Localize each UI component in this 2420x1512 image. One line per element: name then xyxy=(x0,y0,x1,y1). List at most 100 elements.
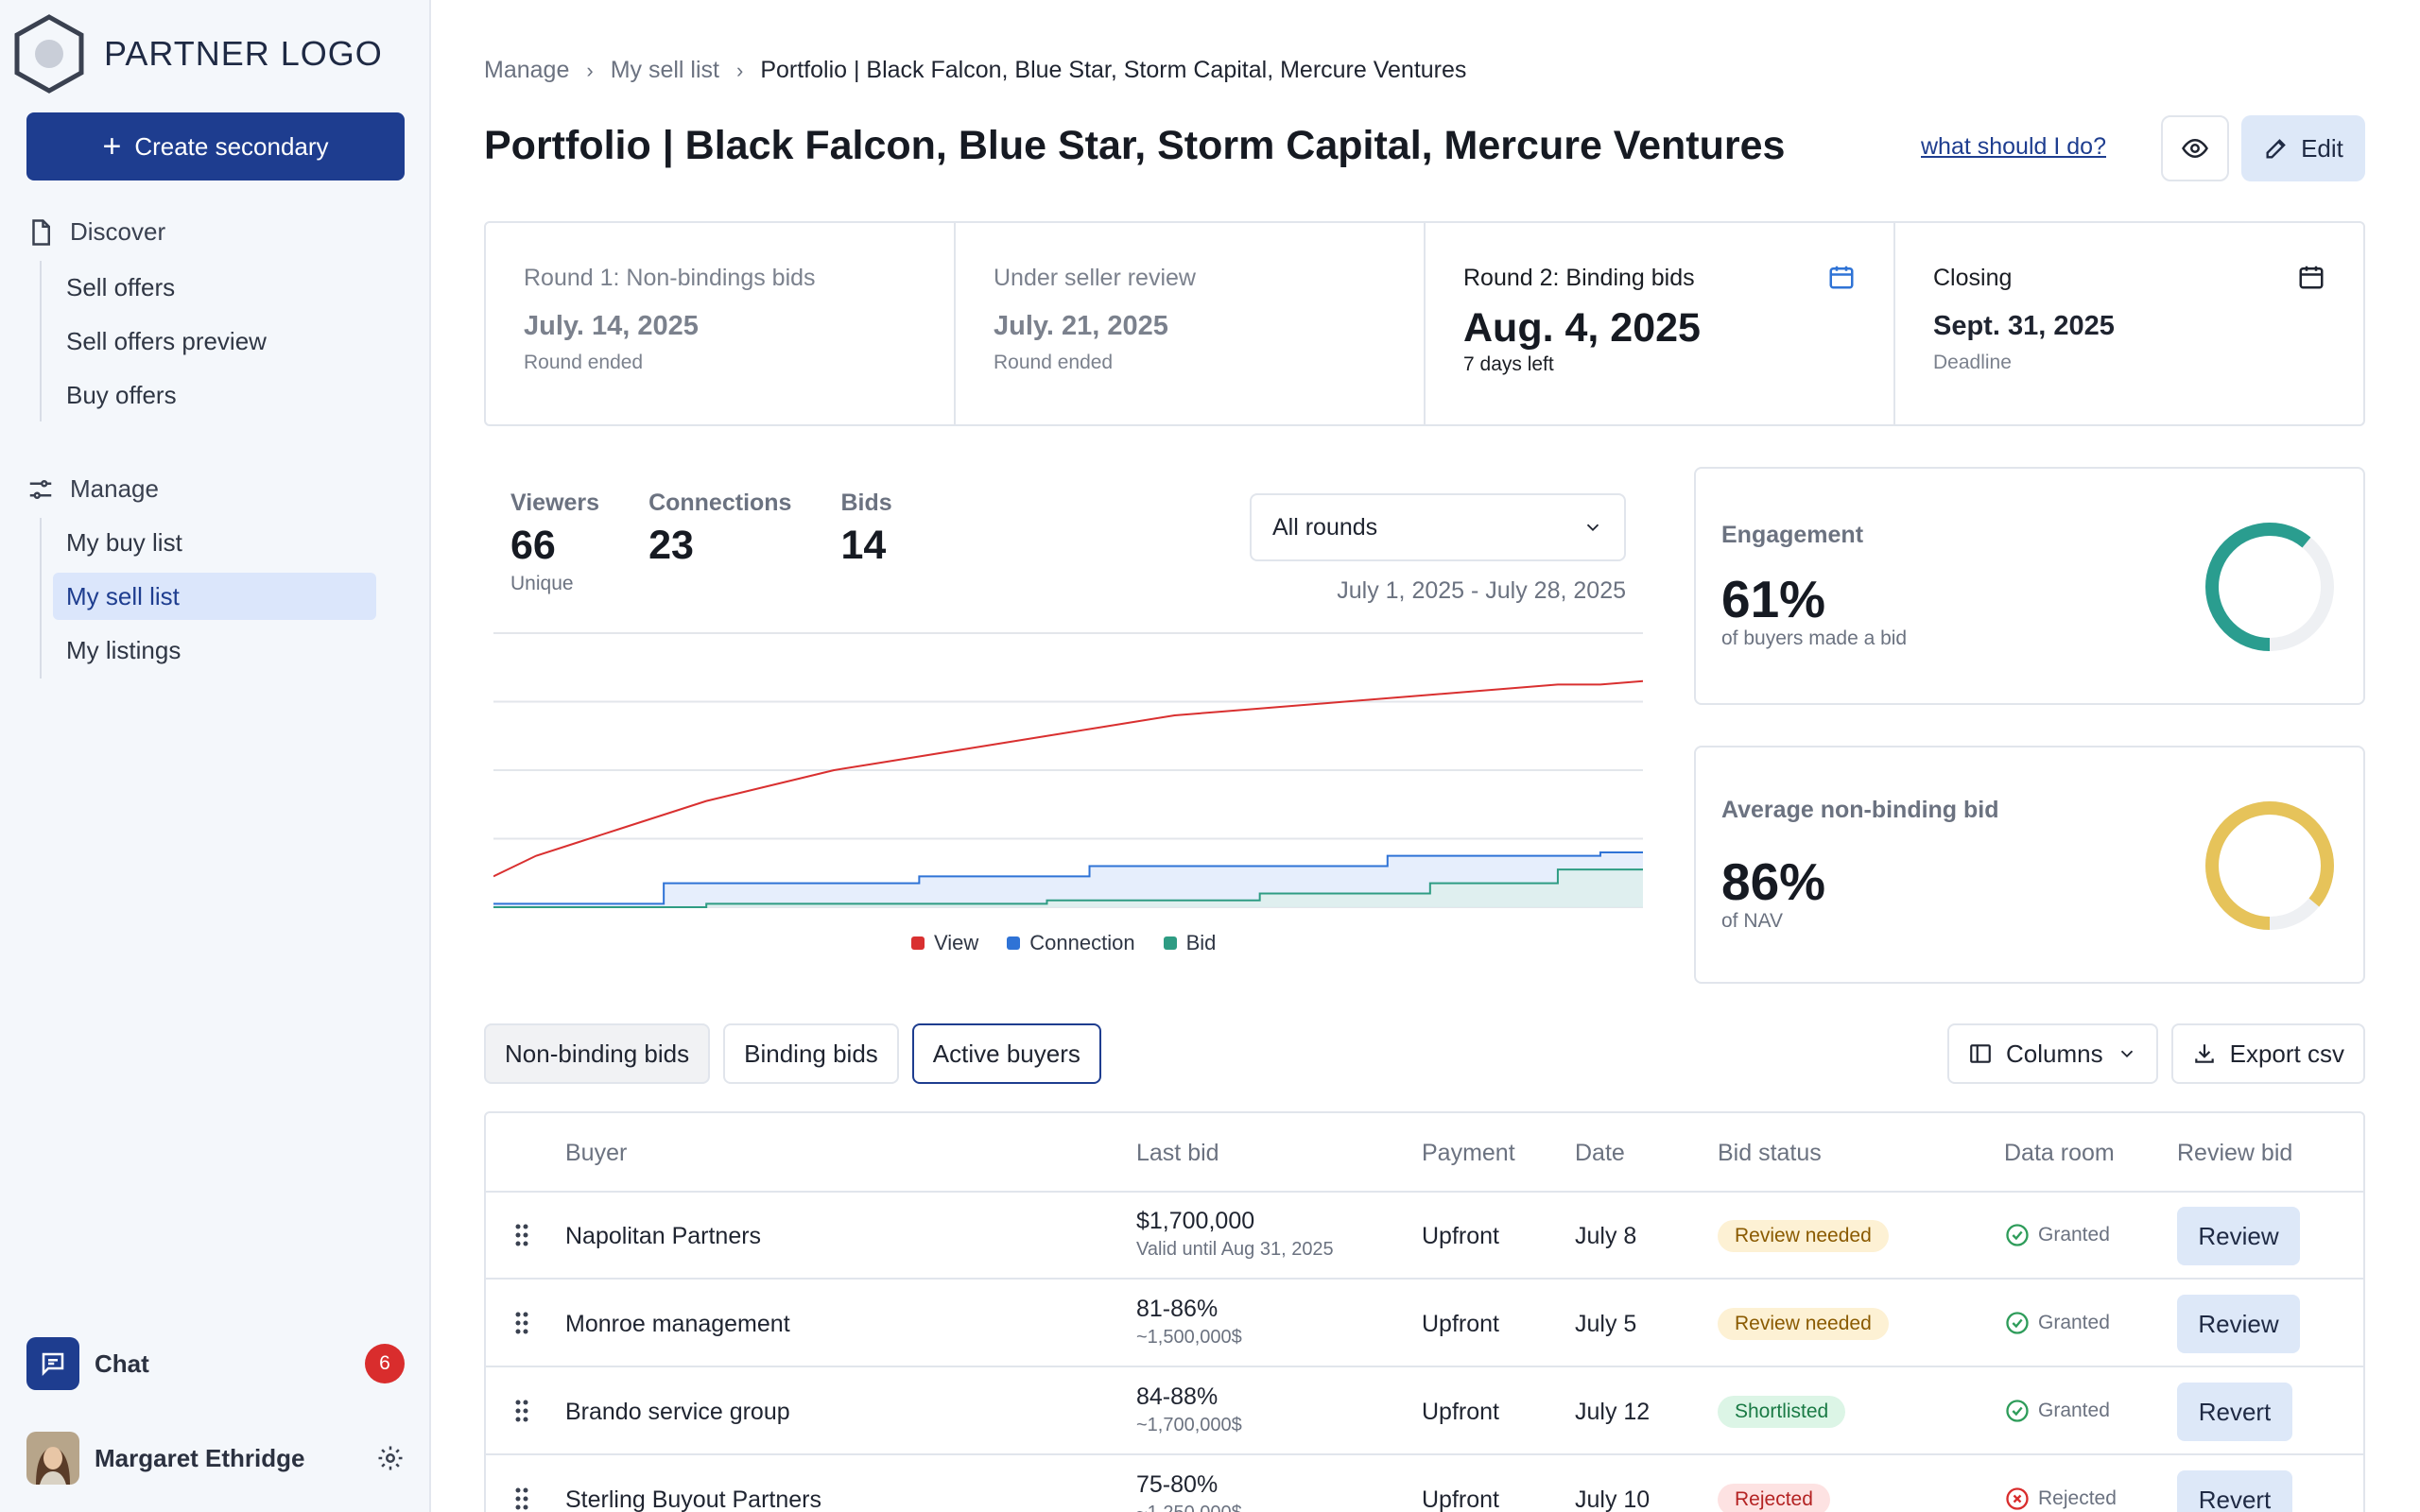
review-button[interactable]: Review xyxy=(2177,1207,2300,1265)
revert-button[interactable]: Revert xyxy=(2177,1470,2292,1512)
data-room-access: Granted xyxy=(2004,1310,2110,1336)
nav-section-label: Manage xyxy=(70,474,159,503)
check-circle-icon xyxy=(2006,1400,2029,1422)
review-button[interactable]: Review xyxy=(2177,1295,2300,1353)
plus-icon: + xyxy=(102,129,122,164)
activity-stats: Viewers 66 Unique Connections 23 Bids 14 xyxy=(510,490,942,595)
column-header-payment[interactable]: Payment xyxy=(1422,1140,1515,1166)
stage-title: Round 2: Binding bids xyxy=(1463,265,1695,291)
status-badge: Review needed xyxy=(1718,1308,1889,1340)
buyer-name[interactable]: Monroe management xyxy=(565,1311,790,1337)
logo-text: PARTNER LOGO xyxy=(104,34,383,73)
sidebar-item-label: Sell offers xyxy=(66,272,176,301)
calendar-icon[interactable] xyxy=(1827,263,1856,291)
round-select[interactable]: All rounds xyxy=(1250,493,1626,561)
sidebar-item-my-listings[interactable]: My listings xyxy=(53,627,376,674)
partner-logo[interactable]: PARTNER LOGO xyxy=(11,11,383,96)
access-label: Granted xyxy=(2038,1400,2110,1421)
chevron-right-icon: › xyxy=(735,58,744,82)
column-header-review-bid[interactable]: Review bid xyxy=(2177,1140,2293,1166)
table-row[interactable]: Monroe management 81-86% ~1,500,000$ Upf… xyxy=(486,1280,2363,1367)
stage-date: Aug. 4, 2025 xyxy=(1463,305,1701,351)
calendar-icon[interactable] xyxy=(2297,263,2325,291)
gear-icon[interactable] xyxy=(376,1444,405,1472)
breadcrumb-item-manage[interactable]: Manage xyxy=(484,57,570,83)
bid-detail: ~1,250,000$ xyxy=(1136,1503,1242,1512)
buyer-name[interactable]: Napolitan Partners xyxy=(565,1223,762,1249)
nav-section-label: Discover xyxy=(70,217,166,246)
last-bid: 84-88% ~1,700,000$ xyxy=(1136,1383,1242,1436)
create-secondary-button[interactable]: + Create secondary xyxy=(26,112,405,180)
drag-handle-icon[interactable] xyxy=(514,1399,529,1423)
edit-button[interactable]: Edit xyxy=(2241,115,2365,181)
bid-date: July 5 xyxy=(1575,1311,1637,1337)
bid-tabs: Non-binding bids Binding bids Active buy… xyxy=(484,1023,1115,1084)
sidebar-item-label: My buy list xyxy=(66,527,182,557)
legend-label: View xyxy=(934,931,979,954)
buyers-table: Buyer Last bid Payment Date Bid status D… xyxy=(484,1111,2365,1512)
drag-handle-icon[interactable] xyxy=(514,1486,529,1511)
stat-label: Bids xyxy=(840,490,892,516)
revert-button[interactable]: Revert xyxy=(2177,1383,2292,1441)
preview-button[interactable] xyxy=(2161,115,2229,181)
column-header-buyer[interactable]: Buyer xyxy=(565,1140,628,1166)
user-profile[interactable]: Margaret Ethridge xyxy=(26,1430,405,1486)
bid-amount: 75-80% xyxy=(1136,1471,1219,1498)
sidebar-item-my-sell-list[interactable]: My sell list xyxy=(53,573,376,620)
stat-value: 66 xyxy=(510,523,556,568)
data-room-access: Rejected xyxy=(2004,1486,2117,1512)
column-header-bid-status[interactable]: Bid status xyxy=(1718,1140,1822,1166)
nav-section-discover[interactable]: Discover xyxy=(26,217,165,247)
stat-value: 23 xyxy=(648,523,694,568)
stat-value: 14 xyxy=(840,523,887,568)
timeline-stage-round-1: Round 1: Non-bindings bids July. 14, 202… xyxy=(486,223,956,424)
stat-label: Viewers xyxy=(510,490,600,516)
column-header-data-room[interactable]: Data room xyxy=(2004,1140,2115,1166)
table-row[interactable]: Sterling Buyout Partners 75-80% ~1,250,0… xyxy=(486,1456,2363,1512)
chat-label: Chat xyxy=(95,1349,149,1378)
sidebar-item-my-buy-list[interactable]: My buy list xyxy=(53,519,376,566)
tab-active-buyers[interactable]: Active buyers xyxy=(911,1023,1101,1084)
column-header-last-bid[interactable]: Last bid xyxy=(1136,1140,1219,1166)
nav-group-line xyxy=(40,518,42,679)
help-link[interactable]: what should I do? xyxy=(1921,133,2106,160)
data-room-access: Granted xyxy=(2004,1398,2110,1424)
stat-sub: Unique xyxy=(510,573,574,594)
stage-date: July. 14, 2025 xyxy=(524,311,699,341)
chat-button[interactable]: Chat 6 xyxy=(26,1335,405,1392)
kpi-value: 86% xyxy=(1721,852,1826,911)
drag-handle-icon[interactable] xyxy=(514,1311,529,1335)
export-csv-button[interactable]: Export csv xyxy=(2170,1023,2365,1084)
activity-chart xyxy=(493,632,1643,908)
table-row[interactable]: Brando service group 84-88% ~1,700,000$ … xyxy=(486,1368,2363,1455)
sidebar-item-sell-offers-preview[interactable]: Sell offers preview xyxy=(53,318,376,365)
round-select-value: All rounds xyxy=(1272,513,1378,541)
buyer-name[interactable]: Sterling Buyout Partners xyxy=(565,1486,821,1512)
nav-group-line xyxy=(40,261,42,421)
sidebar-item-sell-offers[interactable]: Sell offers xyxy=(53,264,376,311)
tab-non-binding-bids[interactable]: Non-binding bids xyxy=(484,1023,711,1084)
kpi-title: Average non-binding bid xyxy=(1721,797,1999,823)
sidebar: PARTNER LOGO + Create secondary Discover… xyxy=(0,0,431,1512)
status-badge: Review needed xyxy=(1718,1220,1889,1252)
nav-section-manage[interactable]: Manage xyxy=(26,474,159,504)
sidebar-item-buy-offers[interactable]: Buy offers xyxy=(53,371,376,419)
document-icon xyxy=(26,218,55,247)
last-bid: 75-80% ~1,250,000$ xyxy=(1136,1471,1242,1512)
table-row[interactable]: Napolitan Partners $1,700,000 Valid unti… xyxy=(486,1193,2363,1280)
drag-handle-icon[interactable] xyxy=(514,1223,529,1247)
column-header-date[interactable]: Date xyxy=(1575,1140,1625,1166)
breadcrumb-item-my-sell-list[interactable]: My sell list xyxy=(610,57,719,83)
tab-binding-bids[interactable]: Binding bids xyxy=(723,1023,899,1084)
pencil-icon xyxy=(2266,139,2286,159)
bid-date: July 10 xyxy=(1575,1486,1651,1512)
breadcrumb-item-current: Portfolio | Black Falcon, Blue Star, Sto… xyxy=(760,57,1467,83)
timeline-stage-closing: Closing Sept. 31, 2025 Deadline xyxy=(1895,223,2363,424)
columns-button[interactable]: Columns xyxy=(1947,1023,2158,1084)
create-secondary-label: Create secondary xyxy=(134,131,329,161)
download-icon xyxy=(2194,1044,2214,1063)
buyer-name[interactable]: Brando service group xyxy=(565,1399,790,1425)
stage-title: Under seller review xyxy=(994,265,1196,291)
legend-item-connection: Connection xyxy=(1007,931,1135,955)
stat-viewers: Viewers 66 Unique xyxy=(510,490,599,595)
